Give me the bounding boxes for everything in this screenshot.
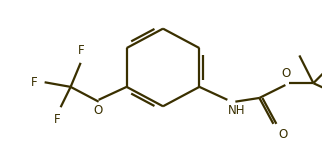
Text: O: O [93,103,102,116]
Text: O: O [279,128,288,141]
Text: NH: NH [228,104,246,117]
Text: F: F [78,44,85,57]
Text: F: F [31,76,38,89]
Text: F: F [54,113,61,126]
Text: O: O [282,67,291,80]
